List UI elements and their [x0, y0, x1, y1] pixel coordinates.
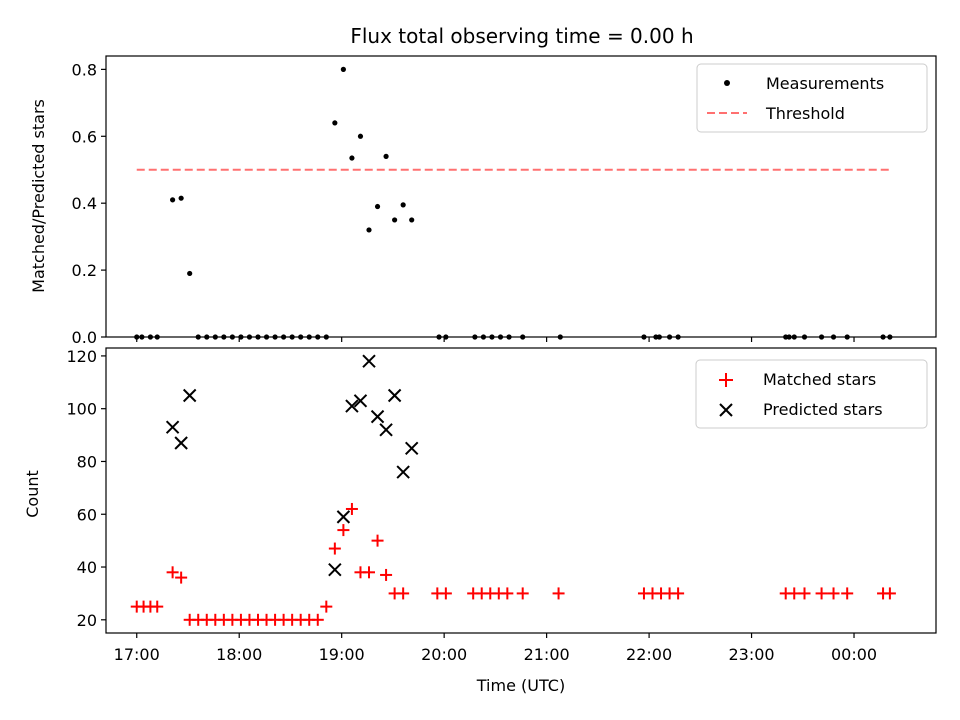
measurement-point: [366, 227, 372, 233]
y-tick-label: 0.4: [72, 194, 97, 213]
chart-title: Flux total observing time = 0.00 h: [350, 24, 693, 48]
matched-star-point: [883, 587, 896, 600]
legend-measurements-label: Measurements: [766, 74, 884, 93]
top-legend: Measurements Threshold: [696, 63, 928, 133]
measurement-point: [178, 195, 184, 201]
matched-star-point: [371, 534, 384, 547]
predicted-star-point: [404, 441, 419, 455]
predicted-star-point: [370, 409, 385, 424]
x-tick-label: 19:00: [319, 645, 365, 664]
y-tick-label: 0.2: [72, 261, 97, 280]
predicted-star-point: [353, 394, 368, 408]
y-tick-label: 0.8: [72, 60, 97, 79]
predicted-star-point: [182, 388, 197, 403]
top-axes-frame: [105, 55, 937, 338]
matched-star-point: [815, 587, 828, 600]
measurement-point: [400, 202, 406, 208]
y-tick-label: 60: [77, 505, 97, 524]
top-x-ticks: [136, 337, 855, 342]
top-y-axis: 0.0 0.2 0.4 0.6 0.8: [72, 60, 106, 347]
matched-star-point: [841, 587, 854, 600]
matched-star-point: [311, 613, 324, 626]
y-tick-label: 80: [77, 452, 97, 471]
matched-star-point: [363, 566, 376, 579]
matched-star-point: [337, 524, 350, 537]
matched-star-point: [328, 542, 341, 555]
legend-predicted-marker: [719, 403, 733, 417]
predicted-star-point: [396, 465, 410, 479]
matched-star-point: [788, 587, 801, 600]
predicted-star-point: [345, 399, 359, 413]
matched-star-point: [439, 587, 452, 600]
legend-matched-label: Matched stars: [763, 370, 876, 389]
matched-star-point: [397, 587, 410, 600]
matched-star-point: [501, 587, 514, 600]
matched-star-point: [320, 600, 333, 613]
legend-predicted-label: Predicted stars: [763, 400, 883, 419]
matched-star-point: [552, 587, 565, 600]
matched-star-point: [345, 502, 358, 515]
measurement-point: [187, 270, 193, 277]
legend-matched-marker: [719, 373, 733, 387]
predicted-star-point: [387, 388, 402, 403]
y-tick-label: 0.6: [72, 127, 97, 146]
bottom-axes-frame: [105, 347, 937, 634]
top-y-axis-label: Matched/Predicted stars: [29, 99, 48, 293]
measurement-point: [409, 217, 415, 223]
bottom-plot-area: [130, 354, 896, 626]
legend-threshold-label: Threshold: [765, 104, 845, 123]
predicted-star-point: [336, 510, 351, 524]
y-tick-label: 120: [66, 347, 97, 366]
x-tick-label: 22:00: [626, 645, 672, 664]
y-tick-label: 100: [66, 400, 97, 419]
bottom-y-axis-label: Count: [23, 470, 42, 518]
matched-star-point: [166, 566, 179, 579]
measurement-point: [357, 133, 364, 139]
x-tick-label: 00:00: [831, 645, 877, 664]
bottom-legend: Matched stars Predicted stars: [695, 359, 928, 429]
matched-star-point: [827, 587, 840, 600]
matched-star-point: [380, 568, 393, 581]
y-tick-label: 0.0: [72, 328, 97, 347]
x-tick-label: 23:00: [729, 645, 775, 664]
y-tick-label: 20: [77, 611, 97, 630]
matched-star-point: [516, 587, 529, 600]
matched-star-point: [672, 587, 685, 600]
predicted-star-point: [362, 354, 376, 368]
top-panel: 0.00.20.40.60.8 Matched/Predicted stars …: [29, 55, 937, 347]
measurement-point: [349, 155, 355, 161]
measurement-point: [332, 120, 338, 126]
bottom-x-axis: 17:00 18:00 19:00 20:00 21:00 22:00 23:00 00:00: [114, 633, 877, 664]
y-tick-label: 40: [77, 558, 97, 577]
legend-measurements-marker: [724, 80, 730, 86]
bottom-panel: 20 40 60 80 100 120 17:00 18:00 19:00 20:00 21:00…: [23, 347, 937, 695]
matched-star-point: [175, 571, 188, 584]
x-tick-label: 21:00: [524, 645, 570, 664]
x-tick-label: 18:00: [216, 645, 262, 664]
x-tick-label: 20:00: [421, 645, 467, 664]
measurement-point: [170, 197, 176, 203]
measurement-point: [392, 217, 398, 223]
bottom-y-axis: 20 40 60 80 100 120: [66, 347, 106, 630]
matched-star-point: [151, 600, 164, 613]
x-axis-label: Time (UTC): [476, 676, 565, 695]
predicted-star-point: [174, 436, 188, 450]
x-tick-label: 17:00: [114, 645, 160, 664]
measurement-point: [340, 66, 346, 72]
matched-star-point: [798, 587, 811, 600]
predicted-star-point: [379, 423, 393, 437]
measurement-point: [383, 153, 389, 159]
predicted-star-point: [328, 562, 342, 577]
predicted-star-point: [165, 420, 180, 434]
measurement-point: [374, 203, 381, 210]
